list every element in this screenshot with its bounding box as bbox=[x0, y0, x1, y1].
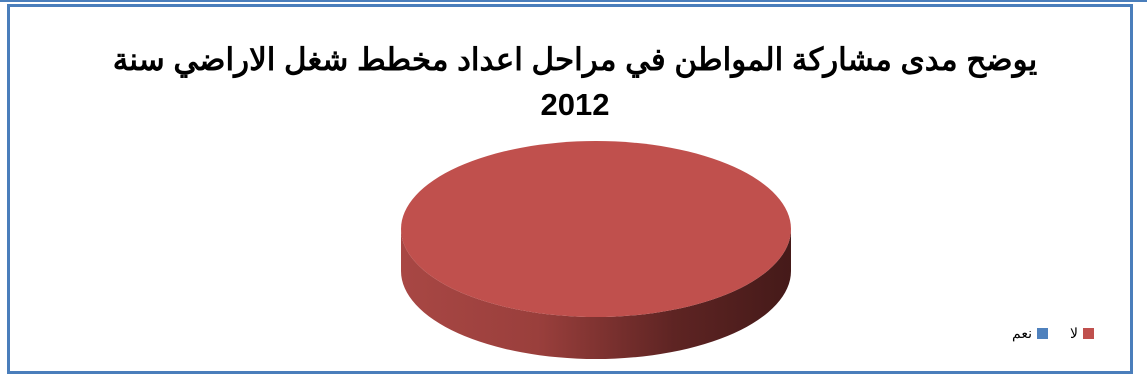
legend-label-yes: نعم bbox=[1012, 325, 1032, 341]
legend-item-no: لا bbox=[1070, 325, 1094, 342]
top-border-line bbox=[0, 0, 1147, 2]
chart-title-line1: يوضح مدى مشاركة المواطن في مراحل اعداد م… bbox=[112, 42, 1038, 77]
pie-slice-side-0 bbox=[401, 229, 791, 359]
legend-label-no: لا bbox=[1069, 325, 1078, 341]
chart-title: يوضح مدى مشاركة المواطن في مراحل اعداد م… bbox=[70, 37, 1080, 127]
pie-slice-top-0 bbox=[401, 141, 791, 317]
pie-chart bbox=[401, 141, 791, 359]
chart-legend: لا نعم bbox=[990, 325, 1094, 342]
legend-swatch-no bbox=[1082, 328, 1094, 339]
legend-item-yes: نعم bbox=[1012, 325, 1048, 342]
legend-swatch-yes bbox=[1036, 328, 1048, 339]
chart-area: يوضح مدى مشاركة المواطن في مراحل اعداد م… bbox=[7, 4, 1133, 374]
chart-title-line2: 2012 bbox=[540, 87, 610, 122]
